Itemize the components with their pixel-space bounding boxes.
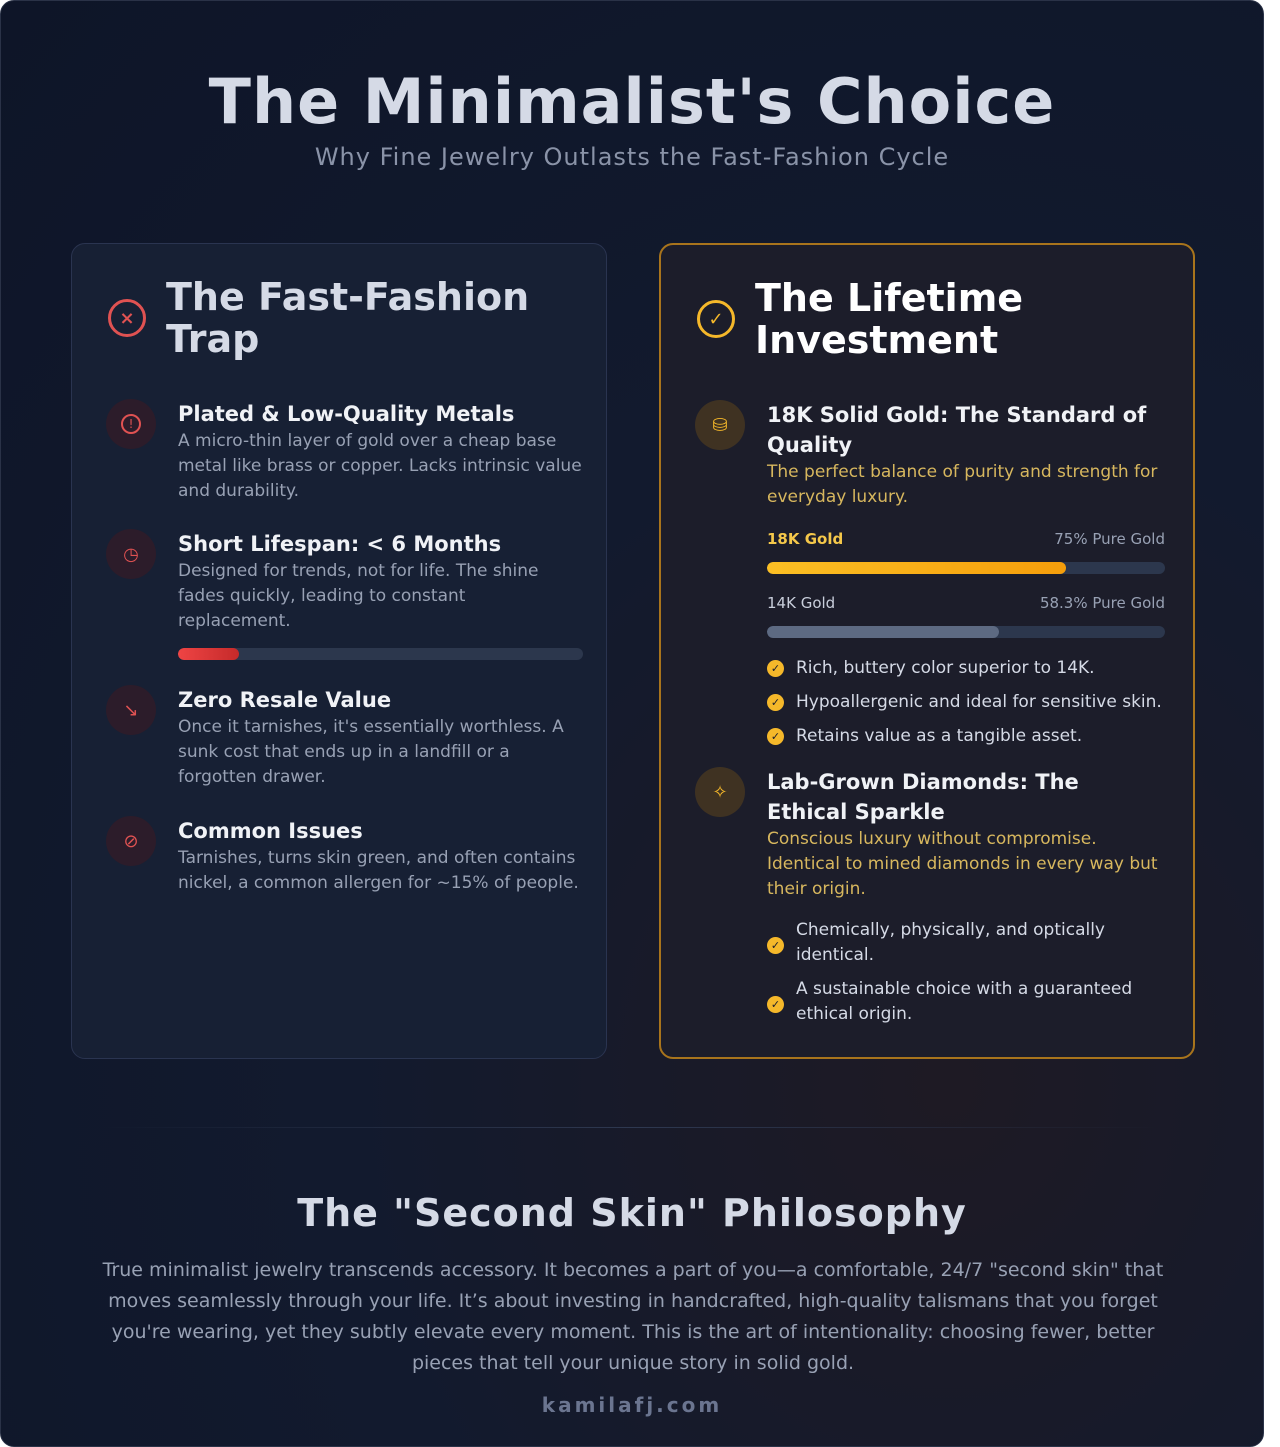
check-text: Retains value as a tangible asset. bbox=[796, 726, 1083, 746]
14k-bar-fill bbox=[767, 626, 1000, 638]
lifespan-bar-fill bbox=[178, 648, 239, 660]
check-text: Rich, buttery color superior to 14K. bbox=[796, 658, 1095, 678]
item-text: Once it tarnishes, it's essentially wort… bbox=[178, 717, 564, 787]
footer-site: kamilafj.com bbox=[541, 1393, 723, 1417]
check-item: ✓ Rich, buttery color superior to 14K. bbox=[767, 656, 1165, 681]
page-subtitle: Why Fine Jewelry Outlasts the Fast-Fashi… bbox=[314, 143, 950, 171]
check-text: Hypoallergenic and ideal for sensitive s… bbox=[796, 692, 1162, 712]
card-title: The Fast-Fashion Trap bbox=[166, 275, 530, 361]
check-item: ✓ Hypoallergenic and ideal for sensitive … bbox=[767, 690, 1165, 715]
item-title: Zero Resale Value bbox=[178, 688, 392, 712]
item-title: 18K Solid Gold: The Standard of Quality bbox=[767, 403, 1147, 457]
page-title: The Minimalist's Choice bbox=[208, 65, 1056, 138]
check-item: ✓ Retains value as a tangible asset. bbox=[767, 724, 1165, 749]
18k-bar-fill bbox=[767, 562, 1066, 574]
item-text: Tarnishes, turns skin green, and often c… bbox=[178, 848, 579, 893]
item-title: Lab-Grown Diamonds: The Ethical Sparkle bbox=[767, 770, 1079, 824]
check-item: ✓ A sustainable choice with a guaranteed … bbox=[767, 977, 1165, 1027]
divider bbox=[101, 1127, 1165, 1128]
trending-down-icon: ↘ bbox=[106, 685, 156, 735]
check-icon: ✓ bbox=[767, 936, 784, 954]
check-text: A sustainable choice with a guaranteed e… bbox=[796, 979, 1133, 1024]
check-icon: ✓ bbox=[767, 660, 784, 677]
14k-bar bbox=[767, 626, 1165, 638]
lifetime-investment-card: ✓ The Lifetime Investment ⛁ 18K Solid Go… bbox=[659, 243, 1195, 1059]
sparkles-icon: ✧ bbox=[695, 767, 745, 817]
card-title: The Lifetime Investment bbox=[755, 276, 1024, 362]
item-title: Plated & Low-Quality Metals bbox=[178, 402, 515, 426]
check-circle-icon: ✓ bbox=[697, 300, 735, 338]
fast-fashion-card: × The Fast-Fashion Trap ! Plated & Low-Q… bbox=[71, 243, 607, 1059]
check-icon: ✓ bbox=[767, 694, 784, 711]
x-circle-icon: × bbox=[108, 299, 146, 337]
gold-bars-icon: ⛁ bbox=[695, 400, 745, 450]
clock-icon: ◷ bbox=[106, 529, 156, 579]
alert-circle-icon: ! bbox=[106, 399, 156, 449]
diamond-section: ✧ Lab-Grown Diamonds: The Ethical Sparkl… bbox=[695, 767, 1165, 1036]
check-icon: ✓ bbox=[767, 728, 784, 745]
bar-label: 18K Gold bbox=[767, 530, 844, 548]
philosophy-title: The "Second Skin" Philosophy bbox=[297, 1191, 967, 1235]
ban-icon: ⊘ bbox=[106, 816, 156, 866]
bar-value: 75% Pure Gold bbox=[1054, 530, 1165, 548]
philosophy-text: True minimalist jewelry transcends acces… bbox=[102, 1259, 1164, 1374]
list-item: ◷ Short Lifespan: < 6 Months Designed for… bbox=[106, 529, 583, 660]
list-item: ↘ Zero Resale Value Once it tarnishes, it… bbox=[106, 685, 583, 790]
item-title: Short Lifespan: < 6 Months bbox=[178, 532, 502, 556]
item-text: Conscious luxury without compromise. Ide… bbox=[767, 829, 1158, 899]
item-title: Common Issues bbox=[178, 819, 363, 843]
item-text: Designed for trends, not for life. The s… bbox=[178, 561, 539, 631]
list-item: ⊘ Common Issues Tarnishes, turns skin gre… bbox=[106, 816, 583, 896]
bar-value: 58.3% Pure Gold bbox=[1039, 594, 1165, 612]
gold-section: ⛁ 18K Solid Gold: The Standard of Qualit… bbox=[695, 400, 1165, 758]
item-text: A micro-thin layer of gold over a cheap … bbox=[178, 431, 582, 501]
list-item: ! Plated & Low-Quality Metals A micro-thi… bbox=[106, 399, 583, 504]
item-text: The perfect balance of purity and streng… bbox=[767, 462, 1158, 507]
check-text: Chemically, physically, and optically id… bbox=[796, 920, 1105, 965]
lifespan-bar bbox=[178, 648, 583, 660]
bar-label: 14K Gold bbox=[767, 594, 836, 612]
check-icon: ✓ bbox=[767, 995, 784, 1013]
18k-bar bbox=[767, 562, 1165, 574]
check-item: ✓ Chemically, physically, and optically i… bbox=[767, 918, 1165, 968]
